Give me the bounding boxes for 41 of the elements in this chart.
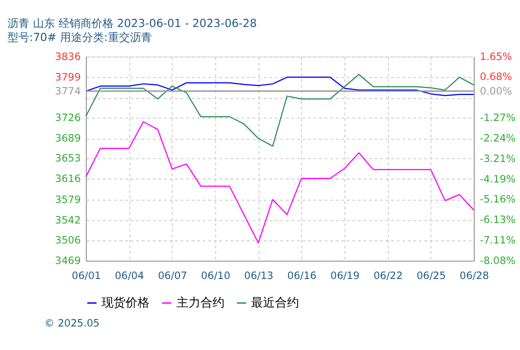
y-tick-label: 3542 — [55, 215, 81, 226]
y2-tick-label: -7.11% — [480, 236, 516, 247]
y-tick-label: 3653 — [55, 154, 81, 165]
line-series — [85, 76, 474, 96]
y-tick-label: 3506 — [55, 235, 81, 246]
y-tick-label: 3726 — [55, 113, 81, 124]
y-tick-label: 3836 — [55, 52, 81, 63]
line-series — [85, 74, 474, 147]
x-tick-label: 06/25 — [416, 270, 446, 282]
legend-label: 主力合约 — [176, 296, 224, 310]
y-tick-label: 3616 — [55, 174, 81, 186]
x-tick-label: 06/28 — [460, 270, 489, 282]
chart-title: 沥青 山东 经销商价格 2023-06-01 - 2023-06-28 — [7, 17, 257, 30]
y-tick-label: 3579 — [55, 194, 81, 206]
x-tick-label: 06/07 — [158, 270, 188, 282]
x-tick-label: 06/01 — [72, 270, 101, 282]
text: © 2025.05 — [44, 318, 100, 330]
legend-label: 最近合约 — [251, 296, 300, 310]
y-tick-label: 3799 — [55, 72, 81, 84]
chart-subtitle: 型号:70# 用途分类:重交沥青 — [7, 30, 152, 44]
y2-tick-label: -8.08% — [480, 256, 516, 267]
x-tick-label: 06/16 — [287, 270, 316, 282]
y2-tick-label: -6.13% — [480, 215, 516, 226]
x-tick-label: 06/04 — [114, 270, 144, 282]
y2-tick-label: -1.27% — [480, 113, 516, 124]
y2-tick-label: -2.24% — [480, 133, 516, 144]
line-series — [85, 121, 474, 244]
legend-label: 现货价格 — [102, 296, 150, 310]
y-tick-label: 3469 — [55, 256, 81, 267]
y2-tick-label: 1.65% — [480, 52, 512, 63]
y2-tick-label: 0.00% — [480, 86, 512, 98]
y-tick-label: 3689 — [55, 134, 81, 145]
x-tick-label: 06/22 — [373, 270, 403, 282]
x-tick-label: 06/19 — [330, 270, 360, 282]
y-tick-label: 3774 — [55, 86, 81, 98]
y2-tick-label: -5.16% — [480, 194, 516, 206]
y2-tick-label: 0.68% — [480, 72, 512, 84]
y2-tick-label: -4.19% — [480, 174, 516, 186]
x-tick-label: 06/13 — [244, 270, 274, 282]
x-tick-label: 06/10 — [201, 270, 230, 282]
y2-tick-label: -3.21% — [480, 154, 516, 165]
